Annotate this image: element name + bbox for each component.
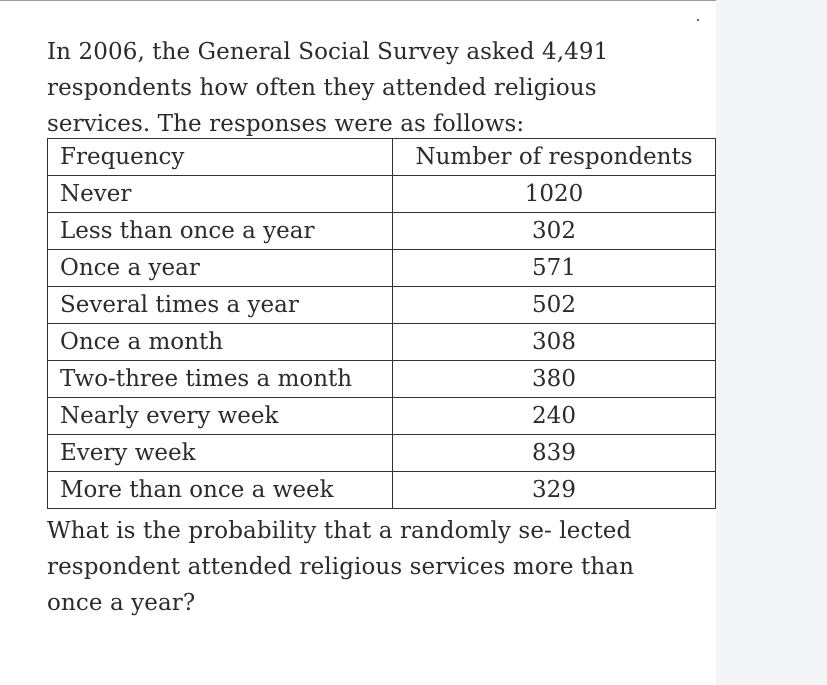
table-row: More than once a week 329: [47, 471, 716, 509]
count-cell: 240: [392, 397, 716, 435]
table-header-row: Frequency Number of respondents: [47, 138, 716, 176]
frequency-cell: Less than once a year: [47, 212, 393, 250]
question-paragraph: What is the probability that a randomly …: [47, 518, 634, 616]
count-cell: 839: [392, 434, 716, 472]
count-cell: 502: [392, 286, 716, 324]
table-row: Never 1020: [47, 175, 716, 213]
frequency-cell: Several times a year: [47, 286, 393, 324]
count-cell: 1020: [392, 175, 716, 213]
table-row: Every week 839: [47, 434, 716, 472]
frequency-cell: Once a year: [47, 249, 393, 287]
header-frequency: Frequency: [47, 138, 393, 176]
intro-paragraph: In 2006, the General Social Survey asked…: [47, 39, 609, 137]
frequency-cell: Once a month: [47, 323, 393, 361]
count-cell: 329: [392, 471, 716, 509]
table-row: Several times a year 502: [47, 286, 716, 324]
count-cell: 571: [392, 249, 716, 287]
frequency-cell: Two-three times a month: [47, 360, 393, 398]
count-cell: 380: [392, 360, 716, 398]
frequency-table: Frequency Number of respondents Never 10…: [47, 138, 716, 509]
small-dot: [697, 19, 699, 21]
table-row: Once a year 571: [47, 249, 716, 287]
right-side-panel: [716, 0, 827, 685]
header-number-of-respondents: Number of respondents: [392, 138, 716, 176]
problem-content: In 2006, the General Social Survey asked…: [47, 34, 716, 621]
frequency-cell: Nearly every week: [47, 397, 393, 435]
count-cell: 302: [392, 212, 716, 250]
table-row: Nearly every week 240: [47, 397, 716, 435]
table-row: Less than once a year 302: [47, 212, 716, 250]
count-cell: 308: [392, 323, 716, 361]
table-row: Two-three times a month 380: [47, 360, 716, 398]
table-row: Once a month 308: [47, 323, 716, 361]
top-border: [0, 0, 716, 1]
frequency-cell: Never: [47, 175, 393, 213]
frequency-cell: Every week: [47, 434, 393, 472]
frequency-cell: More than once a week: [47, 471, 393, 509]
